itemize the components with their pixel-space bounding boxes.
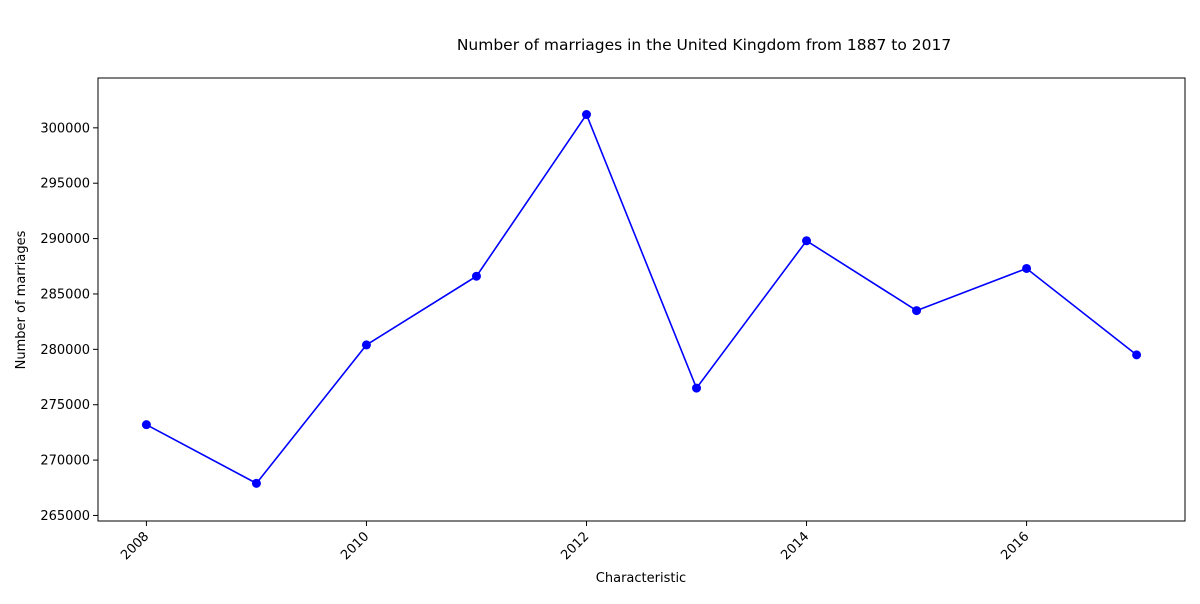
data-point-2014 (802, 236, 812, 246)
y-tick-label: 265000 (40, 509, 90, 524)
data-point-2008 (141, 420, 151, 430)
y-tick-label: 290000 (40, 232, 90, 247)
y-tick-label: 280000 (40, 343, 90, 358)
data-point-2012 (581, 110, 591, 120)
data-point-2010 (361, 340, 371, 350)
series-layer (141, 110, 1142, 488)
data-point-2013 (692, 383, 702, 393)
data-point-2009 (251, 478, 261, 488)
series-line (146, 112, 1138, 485)
y-axis-ticks: 265000 270000 275000 280000 285000 290000 2950… (40, 121, 98, 524)
x-axis-label: Characteristic (596, 571, 686, 586)
data-point-2011 (471, 271, 481, 281)
data-point-2016 (1022, 263, 1032, 273)
y-tick-label: 300000 (40, 121, 90, 136)
y-tick-label: 285000 (40, 287, 90, 302)
y-tick-label: 270000 (40, 454, 90, 469)
y-tick-label: 275000 (40, 398, 90, 413)
data-point-2017 (1132, 350, 1142, 360)
data-point-2015 (912, 306, 922, 316)
chart-title: Number of marriages in the United Kingdo… (457, 36, 951, 54)
y-tick-label: 295000 (40, 177, 90, 192)
y-axis-label: Number of marriages (14, 230, 29, 369)
plot-area-frame (97, 77, 1186, 522)
